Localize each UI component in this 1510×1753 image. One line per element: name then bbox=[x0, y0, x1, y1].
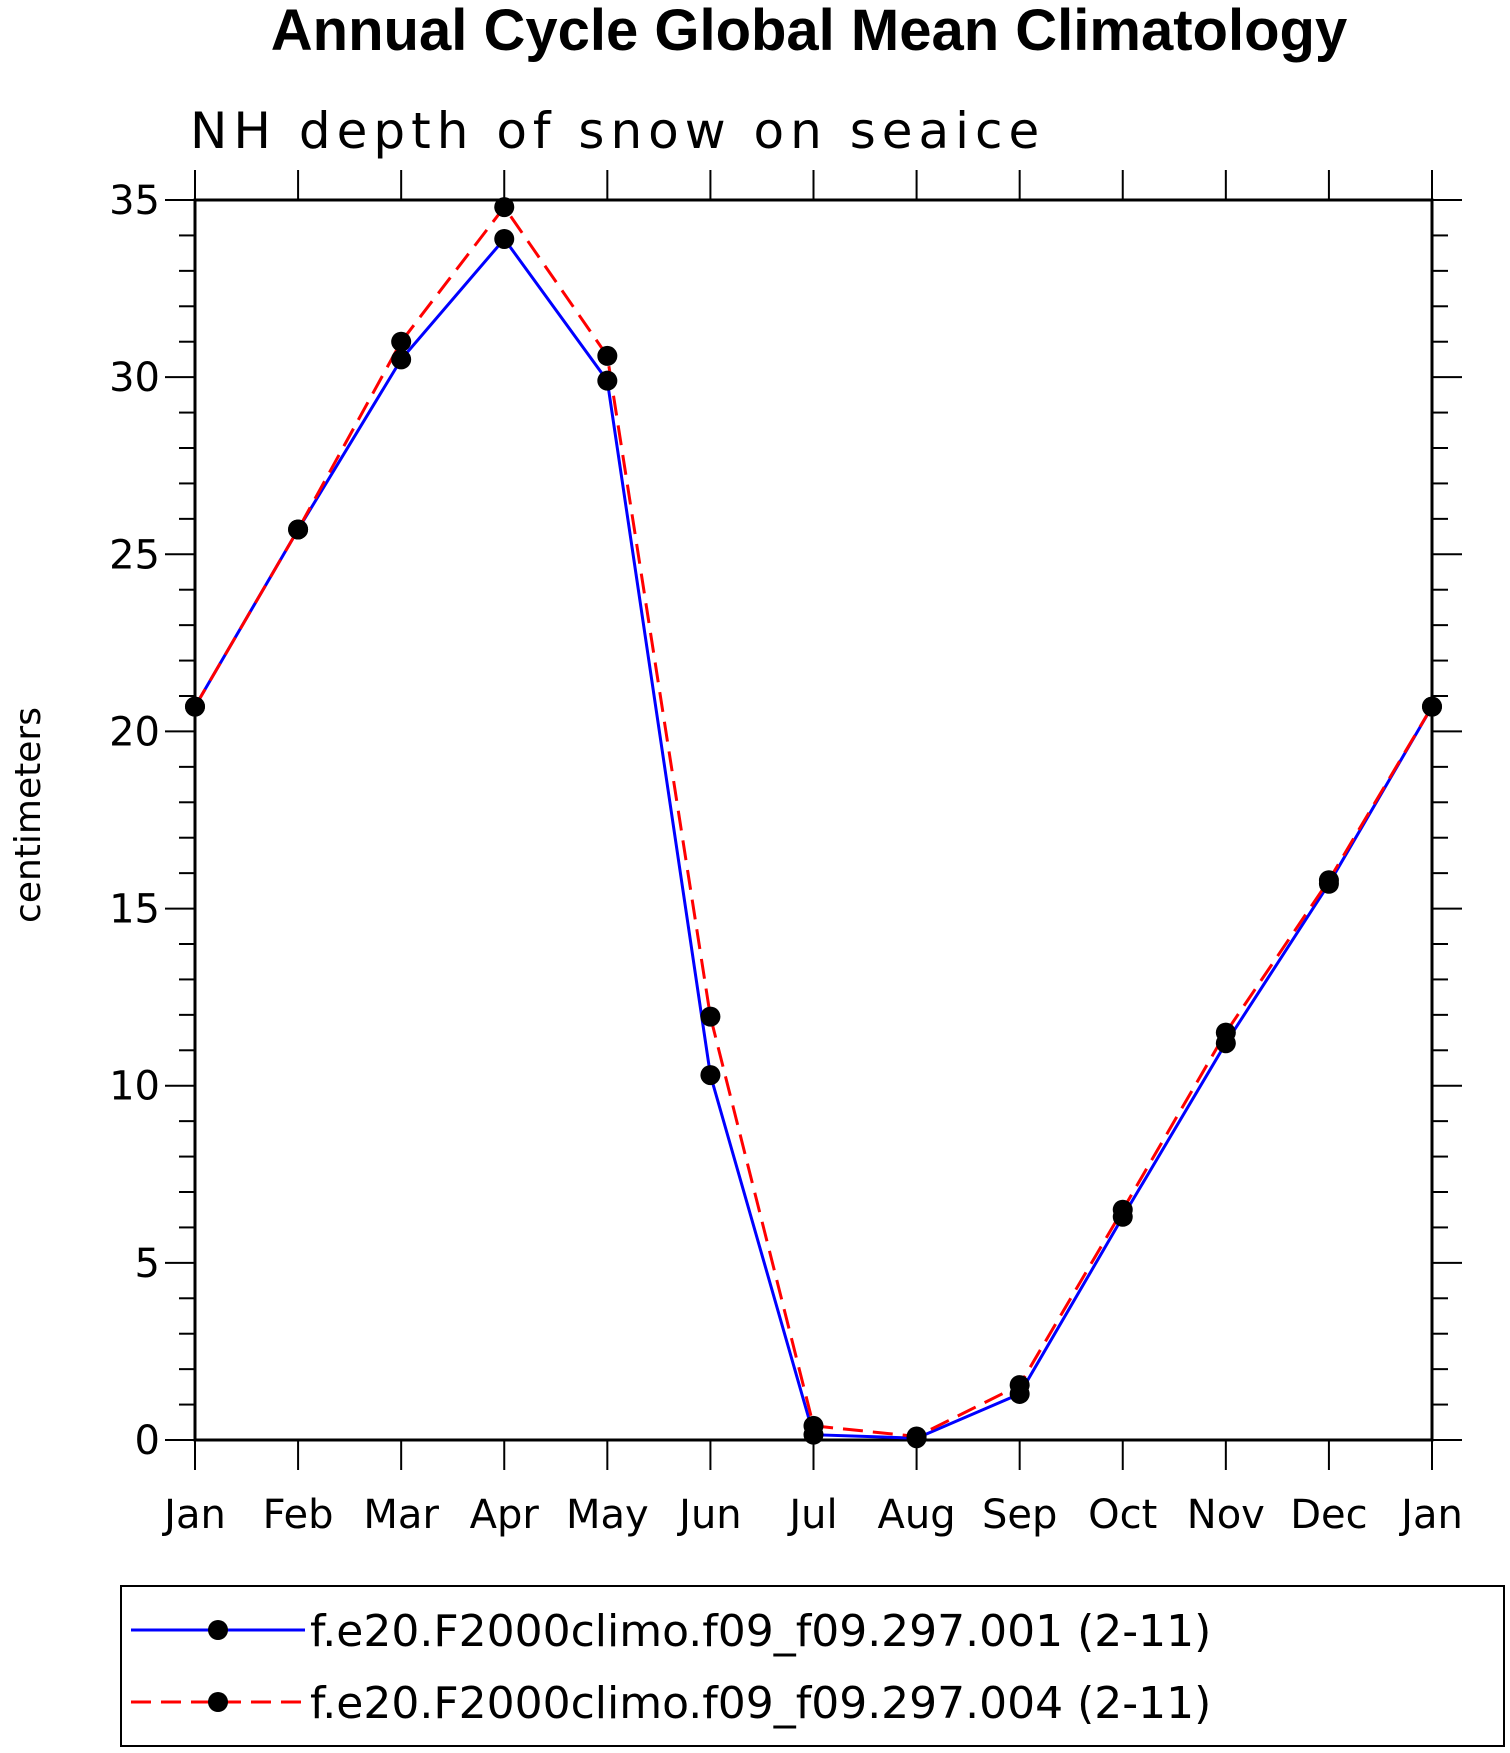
y-tick-label: 10 bbox=[109, 1064, 160, 1110]
legend: f.e20.F2000climo.f09_f09.297.001 (2-11) f… bbox=[120, 1585, 1505, 1747]
data-point-s1 bbox=[597, 370, 618, 391]
plot-frame bbox=[193, 198, 1434, 1442]
data-point-s2 bbox=[803, 1415, 824, 1436]
data-point-s2 bbox=[1112, 1199, 1133, 1220]
x-tick-label: Nov bbox=[1187, 1492, 1265, 1538]
legend-label-1: f.e20.F2000climo.f09_f09.297.001 (2-11) bbox=[310, 1606, 1211, 1657]
x-tick-label: Mar bbox=[363, 1492, 439, 1538]
x-tick-label: Jan bbox=[1398, 1492, 1463, 1538]
series-layer bbox=[185, 197, 1442, 1449]
x-tick-label: Sep bbox=[982, 1492, 1057, 1538]
legend-label-2: f.e20.F2000climo.f09_f09.297.004 (2-11) bbox=[310, 1678, 1211, 1729]
data-point-s1 bbox=[391, 349, 412, 370]
y-tick-label: 35 bbox=[109, 178, 160, 224]
y-tick-label: 30 bbox=[109, 355, 160, 401]
data-point-s2 bbox=[185, 696, 205, 717]
data-point-s2 bbox=[391, 331, 412, 352]
data-point-s2 bbox=[597, 345, 618, 366]
series-line-1 bbox=[193, 236, 1434, 1440]
data-point-s1 bbox=[700, 1065, 721, 1086]
x-tick-label: Jan bbox=[161, 1492, 226, 1538]
data-point-s2 bbox=[494, 197, 515, 218]
data-point-s2 bbox=[700, 1006, 721, 1027]
x-tick-label: Dec bbox=[1290, 1492, 1367, 1538]
legend-box bbox=[120, 1585, 1505, 1747]
data-point-s2 bbox=[1215, 1022, 1236, 1043]
y-tick-label: 15 bbox=[109, 887, 160, 933]
chart-subtitle: NH depth of snow on seaice bbox=[190, 102, 1045, 160]
data-point-s2 bbox=[288, 519, 309, 540]
legend-marker-1 bbox=[208, 1620, 228, 1640]
x-tick-label: Jul bbox=[786, 1492, 837, 1538]
data-point-s2 bbox=[906, 1426, 927, 1447]
x-tick-label: Apr bbox=[470, 1492, 540, 1538]
data-point-s1 bbox=[494, 228, 515, 249]
data-point-s2 bbox=[1422, 696, 1442, 717]
x-tick-label: May bbox=[566, 1492, 649, 1538]
axes: 0 5 10 15 20 25 30 35 Jan Feb Mar Apr May Jun Jul Aug Se… bbox=[109, 170, 1463, 1538]
data-point-s2 bbox=[1009, 1375, 1030, 1396]
y-axis-label: centimeters bbox=[8, 707, 49, 923]
legend-marker-2 bbox=[208, 1692, 228, 1712]
y-tick-label: 20 bbox=[109, 709, 160, 755]
x-tick-label: Feb bbox=[263, 1492, 334, 1538]
x-tick-label: Oct bbox=[1088, 1492, 1157, 1538]
y-tick-label: 25 bbox=[109, 532, 160, 578]
y-tick-label: 0 bbox=[135, 1418, 160, 1464]
chart-title: Annual Cycle Global Mean Climatology bbox=[271, 0, 1347, 63]
data-point-s2 bbox=[1318, 870, 1339, 891]
y-tick-label: 5 bbox=[135, 1241, 160, 1287]
x-tick-label: Aug bbox=[878, 1492, 956, 1538]
x-tick-label: Jun bbox=[676, 1492, 742, 1538]
